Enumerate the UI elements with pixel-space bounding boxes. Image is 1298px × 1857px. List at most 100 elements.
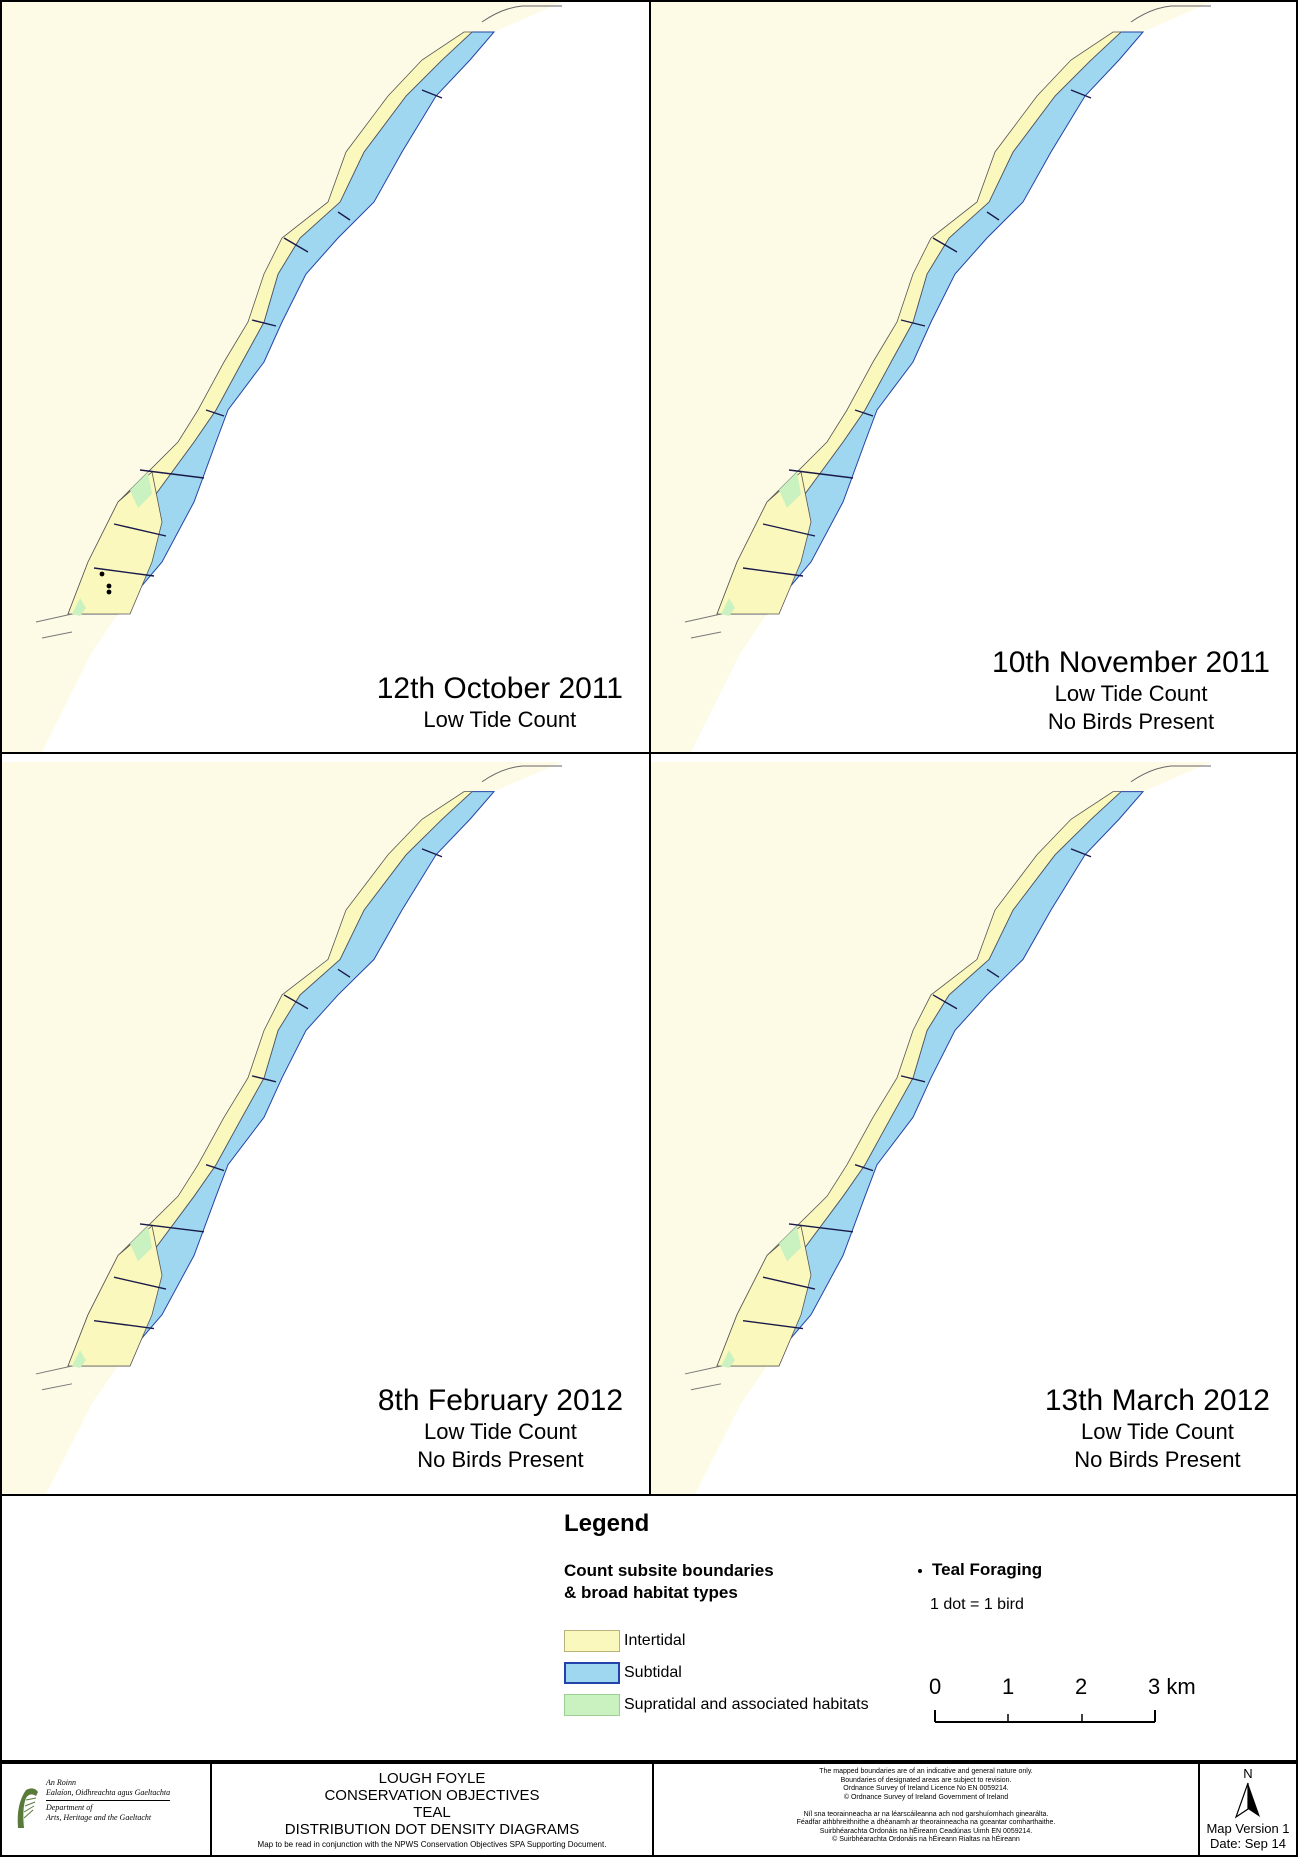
subsite-boundary <box>421 89 443 99</box>
disclaimer-line: The mapped boundaries are of an indicati… <box>819 1768 1033 1775</box>
title-line: LOUGH FOYLE <box>378 1770 486 1787</box>
subsite-boundary <box>113 523 167 537</box>
scale-tick-3: 3 km <box>1148 1674 1196 1699</box>
map-title-block: LOUGH FOYLE CONSERVATION OBJECTIVES TEAL… <box>212 1764 654 1855</box>
disclaimer-line: Níl sna teorainneacha ar na léarscáilean… <box>803 1810 1049 1818</box>
map-svg <box>651 2 1296 752</box>
subsite-boundary <box>932 994 958 1010</box>
subsite-boundary <box>205 1164 225 1172</box>
department-name: An Roinn Ealaíon, Oidhreachta agus Gaelt… <box>46 1778 171 1823</box>
subsite-boundary <box>900 319 926 327</box>
road-line <box>684 1365 722 1391</box>
logo-line: Department of <box>46 1803 93 1812</box>
intertidal-zone <box>716 31 1123 615</box>
subsite-boundary <box>113 1276 167 1290</box>
subsite-boundary <box>251 319 277 327</box>
legend-habitat-heading-2: & broad habitat types <box>564 1583 738 1602</box>
panel-status: No Birds Present <box>1074 1447 1241 1472</box>
supratidal-zone <box>721 598 735 616</box>
logo-line: An Roinn <box>46 1778 76 1787</box>
subsite-boundary <box>337 968 351 978</box>
harp-icon <box>17 1788 38 1828</box>
panel-label: 13th March 2012 Low Tide Count No Birds … <box>1045 1384 1270 1474</box>
disclaimer-block: The mapped boundaries are of an indicati… <box>654 1764 1200 1855</box>
legend: Legend Count subsite boundaries & broad … <box>0 1494 1298 1762</box>
north-label: N <box>1243 1766 1253 1781</box>
subsite-boundary <box>93 567 155 577</box>
panel-date: 10th November 2011 <box>992 646 1270 679</box>
supratidal-zone <box>721 1350 735 1369</box>
supratidal-zone <box>72 1350 86 1369</box>
panel-date: 12th October 2011 <box>376 672 623 705</box>
road-line <box>1130 765 1211 783</box>
panel-count-type: Low Tide Count <box>423 707 577 732</box>
north-block: N Map Version 1 Date: Sep 14 <box>1200 1764 1296 1855</box>
subsite-boundary <box>932 237 958 253</box>
intertidal-zone <box>67 31 474 615</box>
subsite-boundary <box>205 409 225 417</box>
subsite-boundary <box>283 237 309 253</box>
supratidal-zone <box>130 1225 152 1262</box>
map-panel-1: 12th October 2011 Low Tide Count <box>0 0 651 754</box>
subsite-boundary <box>986 211 1000 221</box>
subtidal-swatch <box>564 1662 620 1684</box>
title-line: CONSERVATION OBJECTIVES <box>324 1787 540 1804</box>
intertidal-swatch <box>564 1630 620 1652</box>
scale-tick-1: 1 <box>1002 1674 1015 1699</box>
teal-dot <box>106 583 112 589</box>
map-panel-2: 10th November 2011 Low Tide Count No Bir… <box>649 0 1298 754</box>
subsite-boundary <box>337 211 351 221</box>
teal-dot <box>99 571 105 577</box>
panel-count-type: Low Tide Count <box>1054 681 1208 706</box>
disclaimer-line: © Ordnance Survey of Ireland Government … <box>843 1793 1009 1801</box>
legend-title: Legend <box>564 1510 650 1537</box>
disclaimer-line: © Suirbhéarachta Ordonáis na hÉireann Ri… <box>832 1836 1020 1843</box>
road-line <box>1130 5 1211 23</box>
department-logo: An Roinn Ealaíon, Oidhreachta agus Gaelt… <box>2 1764 212 1855</box>
map-layer <box>651 2 1296 752</box>
subsite-boundary <box>762 1276 816 1290</box>
teal-foraging-legend: Teal Foraging <box>918 1560 1042 1580</box>
logo-line: Ealaíon, Oidhreachta agus Gaeltachta <box>46 1788 171 1797</box>
road-line <box>35 613 73 639</box>
subsite-boundary <box>762 523 816 537</box>
title-line: TEAL <box>413 1804 451 1821</box>
supratidal-zone <box>779 1225 801 1262</box>
subsite-boundary <box>251 1075 277 1083</box>
subsite-boundary <box>93 1319 155 1330</box>
legend-habitat-heading-1: Count subsite boundaries <box>564 1561 774 1580</box>
subsite-boundary <box>900 1075 926 1083</box>
map-svg <box>2 2 649 752</box>
map-svg <box>2 762 649 1494</box>
subtidal-label: Subtidal <box>624 1664 682 1681</box>
panel-count-type: Low Tide Count <box>1080 1419 1234 1444</box>
disclaimer-line: Ordnance Survey of Ireland Licence No EN… <box>843 1785 1009 1792</box>
map-date: Date: Sep 14 <box>1210 1836 1286 1851</box>
intertidal-label: Intertidal <box>624 1632 686 1649</box>
intertidal-zone <box>67 791 474 1367</box>
logo-line: Arts, Heritage and the Gaeltacht <box>46 1813 152 1822</box>
subsite-boundary <box>854 1164 874 1172</box>
map-layer <box>651 762 1296 1494</box>
supratidal-zone <box>72 598 86 616</box>
road-line <box>35 1365 73 1391</box>
disclaimer-line: Suirbhéarachta Ordonáis na hÉireann Cead… <box>819 1827 1033 1835</box>
map-layer <box>2 2 649 752</box>
panel-label: 10th November 2011 Low Tide Count No Bir… <box>992 646 1270 736</box>
subsite-boundary <box>421 848 443 858</box>
disclaimer-line: Féadfar athbhreithnithe a dhéanamh ar th… <box>796 1819 1056 1826</box>
panel-date: 8th February 2012 <box>377 1384 623 1417</box>
map-layer <box>2 762 649 1494</box>
teal-foraging-label: Teal Foraging <box>932 1560 1043 1579</box>
title-line: DISTRIBUTION DOT DENSITY DIAGRAMS <box>284 1821 580 1838</box>
panel-label: 12th October 2011 Low Tide Count <box>377 672 623 734</box>
subsite-boundary <box>742 567 804 577</box>
road-line <box>481 5 562 23</box>
supratidal-zone <box>130 472 152 508</box>
subsite-boundary <box>742 1319 804 1330</box>
subsite-boundary <box>854 409 874 417</box>
panel-status: No Birds Present <box>417 1447 584 1472</box>
subsite-boundary <box>788 469 854 479</box>
subsite-boundary <box>1070 89 1092 99</box>
